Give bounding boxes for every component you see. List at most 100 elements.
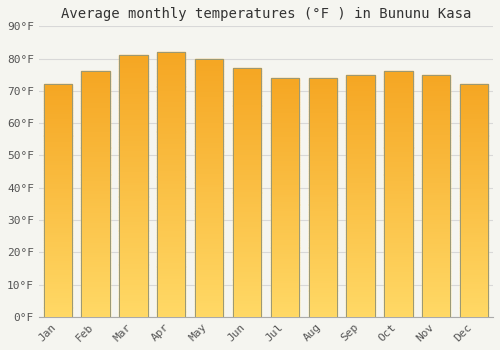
Bar (384, 265, 412, 268)
Bar (157, 182, 186, 184)
Bar (157, 129, 186, 132)
Bar (233, 294, 261, 297)
Bar (422, 133, 450, 135)
Bar (82, 314, 110, 317)
Bar (308, 174, 337, 176)
Bar (308, 231, 337, 233)
Bar (346, 210, 375, 213)
Bar (384, 128, 412, 130)
Bar (233, 274, 261, 277)
Bar (195, 208, 224, 211)
Bar (82, 199, 110, 202)
Bar (270, 85, 299, 88)
Bar (233, 185, 261, 188)
Bar (44, 273, 72, 275)
Bar (346, 264, 375, 266)
Bar (346, 133, 375, 135)
Bar (44, 121, 72, 124)
Bar (82, 157, 110, 160)
Bar (270, 171, 299, 174)
Bar (346, 174, 375, 176)
Bar (44, 301, 72, 303)
Bar (233, 289, 261, 292)
Bar (460, 314, 488, 317)
Bar (157, 108, 186, 110)
Bar (308, 85, 337, 88)
Bar (82, 98, 110, 101)
Bar (119, 233, 148, 236)
Bar (346, 172, 375, 174)
Bar (157, 150, 186, 153)
Bar (460, 296, 488, 298)
Bar (82, 169, 110, 172)
Bar (119, 293, 148, 296)
Bar (422, 157, 450, 160)
Bar (460, 89, 488, 91)
Bar (44, 126, 72, 128)
Bar (460, 180, 488, 182)
Bar (82, 256, 110, 258)
Bar (460, 87, 488, 89)
Bar (195, 234, 224, 237)
Bar (460, 259, 488, 261)
Bar (157, 290, 186, 293)
Bar (460, 175, 488, 177)
Bar (422, 237, 450, 239)
Bar (384, 233, 412, 236)
Bar (460, 177, 488, 180)
Bar (44, 94, 72, 96)
Bar (308, 164, 337, 166)
Bar (422, 283, 450, 285)
Bar (460, 131, 488, 133)
Bar (460, 263, 488, 266)
Bar (422, 99, 450, 102)
Bar (384, 118, 412, 120)
Bar (195, 206, 224, 208)
Bar (270, 284, 299, 286)
Bar (157, 65, 186, 68)
Bar (82, 219, 110, 221)
Bar (119, 231, 148, 233)
Bar (44, 217, 72, 219)
Bar (119, 262, 148, 265)
Bar (157, 312, 186, 314)
Bar (270, 80, 299, 83)
Bar (195, 146, 224, 149)
Bar (308, 181, 337, 183)
Bar (384, 304, 412, 307)
Bar (422, 302, 450, 305)
Bar (157, 200, 186, 203)
Bar (119, 283, 148, 286)
Bar (233, 270, 261, 272)
Bar (195, 92, 224, 95)
Bar (422, 304, 450, 307)
Bar (308, 314, 337, 317)
Bar (384, 236, 412, 238)
Bar (270, 133, 299, 135)
Bar (384, 300, 412, 302)
Bar (346, 278, 375, 280)
Bar (119, 183, 148, 186)
Bar (195, 77, 224, 79)
Bar (157, 169, 186, 171)
Bar (346, 118, 375, 121)
Bar (346, 208, 375, 210)
Bar (270, 169, 299, 171)
Bar (346, 273, 375, 276)
Bar (195, 118, 224, 120)
Bar (119, 212, 148, 215)
Bar (119, 131, 148, 134)
Bar (157, 264, 186, 266)
Bar (346, 295, 375, 298)
Bar (157, 190, 186, 193)
Bar (195, 265, 224, 268)
Bar (195, 69, 224, 71)
Bar (346, 298, 375, 300)
Bar (270, 252, 299, 255)
Bar (308, 88, 337, 90)
Bar (460, 224, 488, 226)
Bar (157, 118, 186, 121)
Bar (270, 310, 299, 312)
Bar (422, 312, 450, 314)
Bar (460, 210, 488, 212)
